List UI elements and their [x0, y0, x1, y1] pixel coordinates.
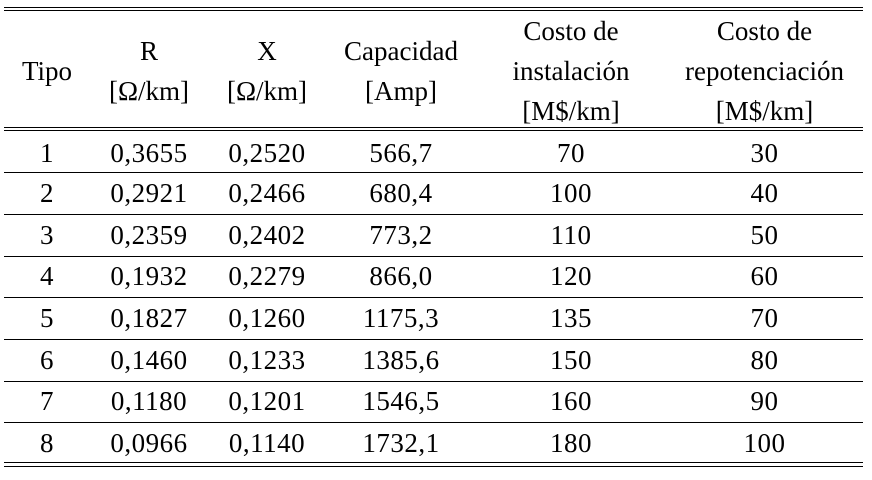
header-installation-cost-unit: [M$/km] — [522, 96, 620, 126]
table-row: 8 0,0966 0,1140 1732,1 180 100 — [4, 423, 863, 465]
cell-repowering-cost: 80 — [666, 339, 863, 382]
cell-reactance: 0,2520 — [208, 131, 326, 174]
cell-tipo: 2 — [4, 172, 90, 215]
line-types-table: Tipo R [Ω/km] X [Ω/km] Capacidad [Amp] C… — [4, 11, 863, 465]
cell-resistance: 0,0966 — [110, 428, 188, 459]
header-installation-cost-line2: instalación — [512, 56, 630, 86]
header-capacity: Capacidad [Amp] — [326, 11, 476, 131]
cell-installation-cost: 160 — [476, 381, 666, 424]
cell-tipo: 7 — [4, 381, 90, 424]
header-resistance-unit: [Ω/km] — [108, 76, 190, 106]
header-repowering-cost-line1: Costo de — [716, 16, 813, 46]
cell-resistance: 0,2921 — [90, 172, 208, 215]
cell-capacity: 866,0 — [326, 256, 476, 299]
table-row: 2 0,2921 0,2466 680,4 100 40 — [4, 172, 863, 215]
table-row: 6 0,1460 0,1233 1385,6 150 80 — [4, 339, 863, 382]
cell-capacity: 1546,5 — [326, 381, 476, 424]
cell-capacity: 773,2 — [326, 214, 476, 257]
cell-installation-cost: 180 — [550, 428, 592, 459]
cell-installation-cost: 150 — [476, 339, 666, 382]
cell-resistance: 0,1827 — [90, 297, 208, 340]
cell-installation-cost: 135 — [476, 297, 666, 340]
cell-reactance: 0,1233 — [208, 339, 326, 382]
cell-capacity: 1385,6 — [326, 339, 476, 382]
table-row: 1 0,3655 0,2520 566,7 70 30 — [4, 131, 863, 174]
table-body: 1 0,3655 0,2520 566,7 70 30 2 0,2921 0,2… — [4, 131, 863, 465]
cell-resistance: 0,2359 — [90, 214, 208, 257]
cell-tipo: 5 — [4, 297, 90, 340]
cell-repowering-cost: 50 — [666, 214, 863, 257]
cell-installation-cost: 110 — [476, 214, 666, 257]
header-repowering-cost: Costo de repotenciación [M$/km] — [666, 11, 863, 131]
cell-capacity: 680,4 — [326, 172, 476, 215]
cell-capacity: 566,7 — [326, 131, 476, 174]
table-top-rule-inner — [4, 10, 863, 11]
table-row: 5 0,1827 0,1260 1175,3 135 70 — [4, 297, 863, 340]
cell-installation-cost: 70 — [476, 131, 666, 174]
cell-reactance: 0,2279 — [208, 256, 326, 299]
table-bottom-rule — [4, 462, 863, 463]
header-bottom-rule-inner — [4, 130, 863, 131]
cell-capacity: 1732,1 — [362, 428, 440, 459]
cell-capacity: 1175,3 — [326, 297, 476, 340]
header-repowering-cost-line2: repotenciación — [685, 56, 844, 86]
header-capacity-label: Capacidad — [344, 36, 458, 66]
table-row: 4 0,1932 0,2279 866,0 120 60 — [4, 256, 863, 299]
cell-resistance: 0,1180 — [90, 381, 208, 424]
cell-repowering-cost: 70 — [666, 297, 863, 340]
cell-installation-cost: 100 — [476, 172, 666, 215]
header-tipo: Tipo — [4, 11, 90, 131]
header-bottom-rule — [4, 127, 863, 128]
table-top-rule — [4, 7, 863, 8]
cell-tipo: 8 — [40, 428, 54, 459]
cell-reactance: 0,1201 — [208, 381, 326, 424]
cell-tipo: 6 — [4, 339, 90, 382]
header-row: Tipo R [Ω/km] X [Ω/km] Capacidad [Amp] C… — [4, 11, 863, 131]
cell-installation-cost: 120 — [476, 256, 666, 299]
cell-repowering-cost: 40 — [666, 172, 863, 215]
cell-repowering-cost: 90 — [666, 381, 863, 424]
header-installation-cost: Costo de instalación [M$/km] — [476, 11, 666, 131]
cell-reactance: 0,1140 — [228, 428, 306, 459]
cell-repowering-cost: 100 — [743, 428, 786, 459]
cell-tipo: 4 — [4, 256, 90, 299]
cell-resistance: 0,1932 — [90, 256, 208, 299]
cell-reactance: 0,1260 — [208, 297, 326, 340]
header-tipo-label: Tipo — [21, 56, 73, 86]
cell-resistance: 0,3655 — [90, 131, 208, 174]
header-reactance-label: X — [257, 36, 277, 66]
cell-resistance: 0,1460 — [90, 339, 208, 382]
cell-reactance: 0,2466 — [208, 172, 326, 215]
table-row: 7 0,1180 0,1201 1546,5 160 90 — [4, 381, 863, 424]
header-installation-cost-line1: Costo de — [523, 16, 619, 46]
table-header: Tipo R [Ω/km] X [Ω/km] Capacidad [Amp] C… — [4, 11, 863, 131]
cell-repowering-cost: 30 — [666, 131, 863, 174]
cell-tipo: 1 — [4, 131, 90, 174]
table-row: 3 0,2359 0,2402 773,2 110 50 — [4, 214, 863, 257]
header-capacity-unit: [Amp] — [365, 76, 437, 106]
header-resistance: R [Ω/km] — [90, 11, 208, 131]
header-repowering-cost-unit: [M$/km] — [715, 96, 814, 126]
header-resistance-label: R — [139, 36, 158, 66]
cell-repowering-cost: 60 — [666, 256, 863, 299]
cell-reactance: 0,2402 — [208, 214, 326, 257]
header-reactance-unit: [Ω/km] — [226, 76, 308, 106]
header-reactance: X [Ω/km] — [208, 11, 326, 131]
cell-tipo: 3 — [4, 214, 90, 257]
table-bottom-rule-outer — [4, 466, 863, 467]
